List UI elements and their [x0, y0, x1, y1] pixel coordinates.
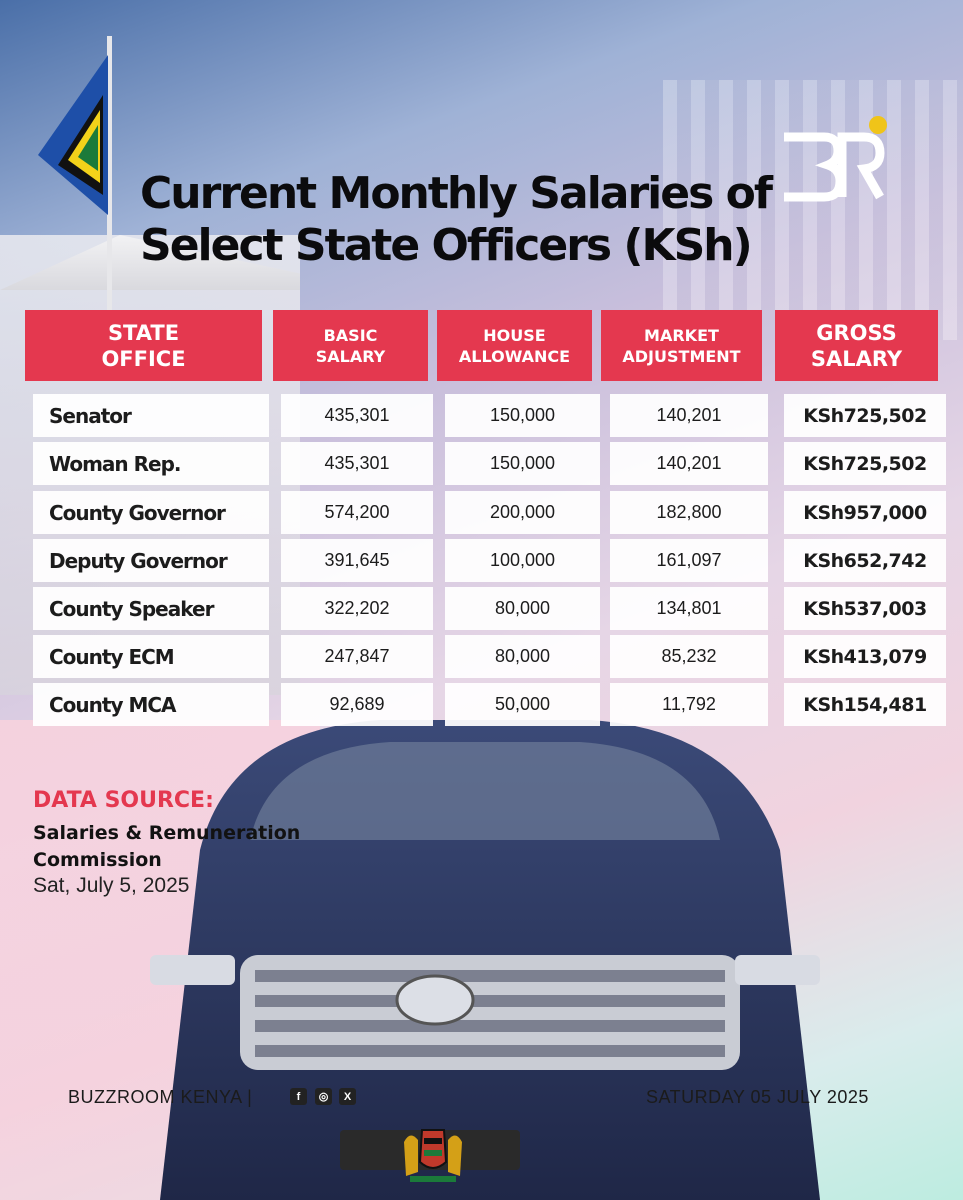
title-line-1: Current Monthly Salaries of [140, 168, 773, 219]
cell-gross-salary: KSh725,502 [784, 394, 946, 437]
cell-market-adjustment: 11,792 [610, 683, 768, 726]
header-market-adjustment-label: MARKET ADJUSTMENT [622, 325, 741, 366]
cell-state-office: Deputy Governor [33, 539, 269, 582]
background-building-tower [663, 80, 963, 340]
cell-gross-salary: KSh725,502 [784, 442, 946, 485]
cell-basic-salary: 435,301 [281, 394, 433, 437]
cell-market-adjustment: 161,097 [610, 539, 768, 582]
cell-house-allowance: 200,000 [445, 491, 600, 534]
buzzroom-logo-icon [784, 116, 887, 202]
cell-gross-salary: KSh537,003 [784, 587, 946, 630]
table-row: County ECM 247,847 80,000 85,232 KSh413,… [0, 635, 963, 678]
table-row: Woman Rep. 435,301 150,000 140,201 KSh72… [0, 442, 963, 485]
page-title: Current Monthly Salaries of Select State… [140, 168, 780, 272]
facebook-icon[interactable]: f [290, 1088, 307, 1105]
header-market-adjustment: MARKET ADJUSTMENT [601, 310, 762, 381]
x-icon[interactable]: X [339, 1088, 356, 1105]
table-row: Deputy Governor 391,645 100,000 161,097 … [0, 539, 963, 582]
cell-market-adjustment: 85,232 [610, 635, 768, 678]
header-house-allowance: HOUSE ALLOWANCE [437, 310, 592, 381]
header-basic-salary-label: BASIC SALARY [315, 325, 386, 366]
county-flag-icon [38, 55, 108, 215]
cell-basic-salary: 92,689 [281, 683, 433, 726]
cell-state-office: Senator [33, 394, 269, 437]
header-state-office-label: STATE OFFICE [101, 320, 186, 371]
header-gross-salary-label: GROSS SALARY [810, 320, 903, 371]
cell-state-office: Woman Rep. [33, 442, 269, 485]
table-row: County MCA 92,689 50,000 11,792 KSh154,4… [0, 683, 963, 726]
data-source-name: Salaries & Remuneration Commission [33, 822, 301, 871]
cell-house-allowance: 150,000 [445, 442, 600, 485]
cell-basic-salary: 574,200 [281, 491, 433, 534]
cell-gross-salary: KSh957,000 [784, 491, 946, 534]
cell-house-allowance: 80,000 [445, 635, 600, 678]
footer-date: SATURDAY 05 JULY 2025 [646, 1087, 869, 1107]
header-state-office: STATE OFFICE [25, 310, 262, 381]
cell-state-office: County Speaker [33, 587, 269, 630]
cell-house-allowance: 80,000 [445, 587, 600, 630]
cell-house-allowance: 100,000 [445, 539, 600, 582]
cell-state-office: County ECM [33, 635, 269, 678]
cell-market-adjustment: 182,800 [610, 491, 768, 534]
data-source-label: DATA SOURCE: [33, 788, 214, 813]
cell-house-allowance: 150,000 [445, 394, 600, 437]
data-source-date: Sat, July 5, 2025 [33, 874, 190, 897]
title-line-2: Select State Officers (KSh) [140, 220, 753, 271]
header-basic-salary: BASIC SALARY [273, 310, 428, 381]
cell-basic-salary: 247,847 [281, 635, 433, 678]
cell-market-adjustment: 134,801 [610, 587, 768, 630]
header-gross-salary: GROSS SALARY [775, 310, 938, 381]
cell-basic-salary: 322,202 [281, 587, 433, 630]
footer-brand: BUZZROOM KENYA | [68, 1087, 253, 1107]
cell-gross-salary: KSh652,742 [784, 539, 946, 582]
table-row: County Governor 574,200 200,000 182,800 … [0, 491, 963, 534]
cell-gross-salary: KSh154,481 [784, 683, 946, 726]
cell-state-office: County Governor [33, 491, 269, 534]
kenya-coat-of-arms-icon [404, 1129, 462, 1182]
cell-state-office: County MCA [33, 683, 269, 726]
cell-house-allowance: 50,000 [445, 683, 600, 726]
cell-market-adjustment: 140,201 [610, 442, 768, 485]
cell-basic-salary: 391,645 [281, 539, 433, 582]
table-row: County Speaker 322,202 80,000 134,801 KS… [0, 587, 963, 630]
cell-market-adjustment: 140,201 [610, 394, 768, 437]
flag-pole [107, 36, 112, 326]
official-vehicle-image [150, 720, 820, 1200]
cell-basic-salary: 435,301 [281, 442, 433, 485]
header-house-allowance-label: HOUSE ALLOWANCE [458, 325, 571, 366]
table-row: Senator 435,301 150,000 140,201 KSh725,5… [0, 394, 963, 437]
cell-gross-salary: KSh413,079 [784, 635, 946, 678]
instagram-icon[interactable]: ◎ [315, 1088, 332, 1105]
